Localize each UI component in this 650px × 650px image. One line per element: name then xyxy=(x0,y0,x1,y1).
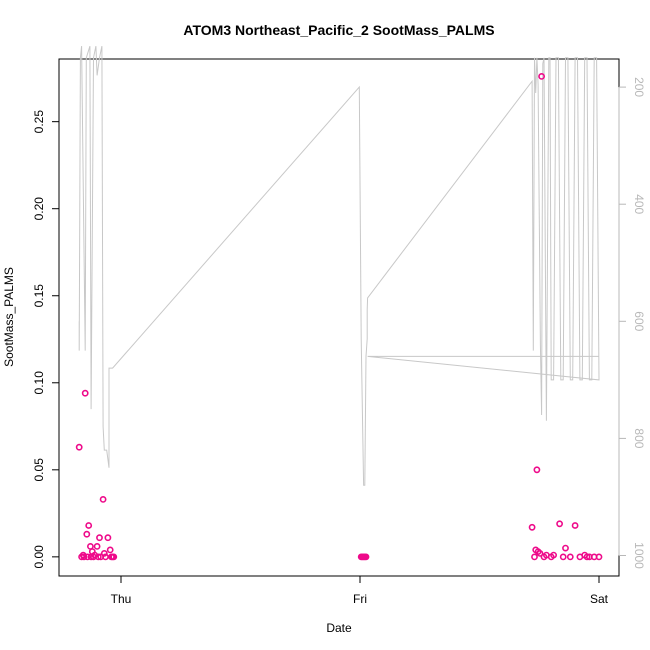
data-point xyxy=(106,546,114,554)
data-point xyxy=(559,553,567,561)
data-point xyxy=(94,553,102,561)
data-point xyxy=(590,553,598,561)
data-point xyxy=(104,534,112,542)
x-tick-label: Sat xyxy=(590,592,609,606)
secondary-y-axis: 200 400 600 800 1000 xyxy=(618,77,646,569)
data-point xyxy=(531,553,538,561)
data-point xyxy=(108,553,115,561)
y2-tick-label: 200 xyxy=(632,77,646,97)
data-point xyxy=(576,553,584,561)
y2-tick-label: 400 xyxy=(632,194,646,214)
y-tick-label: 0.20 xyxy=(32,197,46,221)
data-point xyxy=(75,443,83,451)
x-axis: Thu Fri Sat xyxy=(111,575,609,606)
data-point xyxy=(556,520,563,528)
data-point xyxy=(547,553,555,561)
data-point xyxy=(85,522,93,529)
data-point xyxy=(81,389,89,397)
pressure-line xyxy=(78,45,600,486)
data-point xyxy=(99,495,107,503)
x-axis-label: Date xyxy=(326,621,352,635)
y-tick-label: 0.25 xyxy=(32,110,46,134)
pressure-line-layer xyxy=(78,45,600,486)
data-point xyxy=(100,550,108,557)
y-tick-label: 0.10 xyxy=(32,371,46,395)
data-point xyxy=(96,534,103,542)
plot-area-frame xyxy=(58,58,620,577)
y-axis-label: SootMass_PALMS xyxy=(2,267,16,367)
y-axis: 0.00 0.05 0.10 0.15 0.20 0.25 xyxy=(32,110,60,569)
data-point xyxy=(533,466,541,474)
data-point xyxy=(562,544,569,552)
data-point xyxy=(83,530,91,538)
y2-tick-label: 600 xyxy=(632,311,646,331)
y2-tick-label: 1000 xyxy=(632,542,646,569)
data-point xyxy=(93,543,101,550)
data-point xyxy=(540,553,548,561)
data-point xyxy=(571,522,579,529)
data-point xyxy=(528,523,536,531)
data-point xyxy=(538,73,545,80)
y2-tick-label: 800 xyxy=(632,428,646,448)
y-tick-label: 0.05 xyxy=(32,458,46,482)
data-point xyxy=(536,550,544,557)
x-tick-label: Fri xyxy=(353,592,367,606)
data-point xyxy=(583,553,591,561)
data-point xyxy=(102,553,109,561)
x-tick-label: Thu xyxy=(111,592,132,606)
y-tick-label: 0.15 xyxy=(32,284,46,308)
data-point xyxy=(80,553,88,561)
data-point xyxy=(566,553,574,561)
chart-title: ATOM3 Northeast_Pacific_2 SootMass_PALMS xyxy=(183,22,494,38)
data-point xyxy=(362,553,370,561)
points-layer xyxy=(75,73,603,561)
data-point xyxy=(84,553,91,561)
data-point xyxy=(110,553,118,561)
y-tick-label: 0.00 xyxy=(32,545,46,569)
data-point xyxy=(87,553,95,561)
